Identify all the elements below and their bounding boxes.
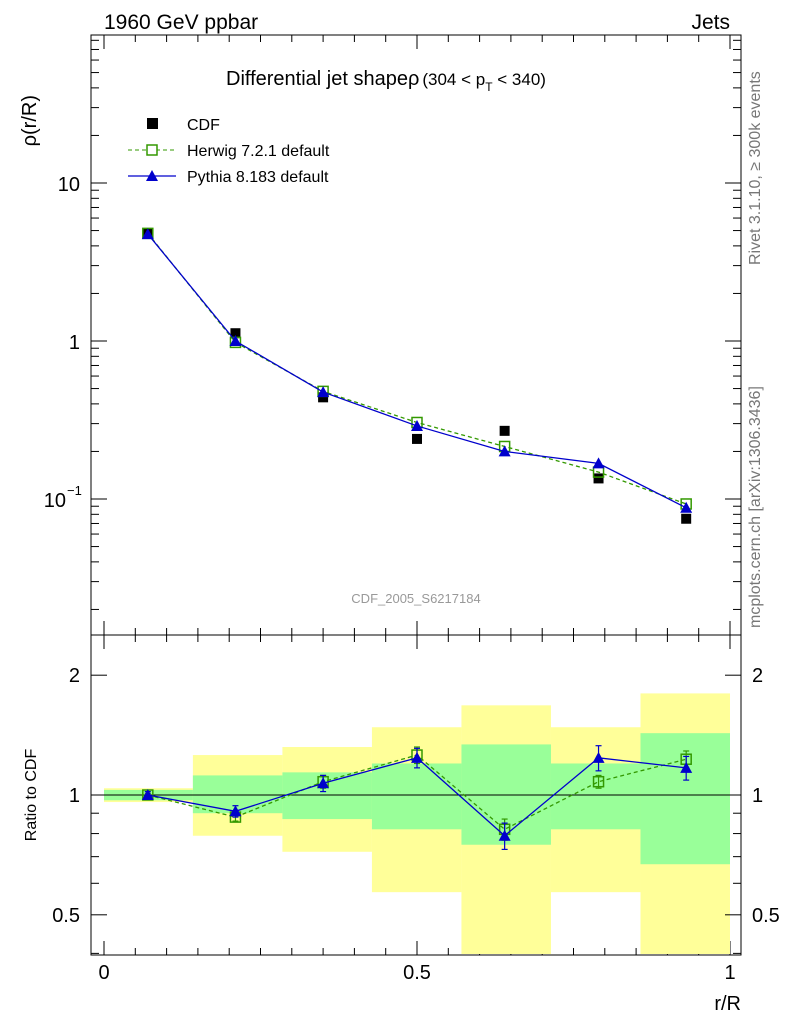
ratio-xtick-label: 1: [724, 962, 735, 984]
ratio-band-inner: [550, 763, 641, 830]
main-point-cdf: [593, 473, 604, 484]
ratio-point-pythia: [498, 829, 511, 841]
analysis-watermark: CDF_2005_S6217184: [351, 591, 480, 606]
main-point-pythia: [680, 501, 693, 513]
main-point-pythia: [498, 445, 511, 457]
ratio-band-inner: [192, 775, 283, 814]
ytick-10: 10: [58, 174, 80, 196]
main-point-cdf: [681, 513, 692, 524]
legend-marker-cdf: [147, 118, 158, 129]
main-point-pythia: [592, 457, 605, 469]
legend-label-cdf: CDF: [187, 117, 220, 134]
main-point-pythia: [229, 335, 242, 346]
header-left: 1960 GeV ppbar: [104, 11, 258, 34]
main-ylabel: ρ(r/R): [19, 95, 41, 146]
ratio-ylabel: Ratio to CDF: [23, 749, 40, 842]
ratio-point-pythia: [592, 751, 605, 763]
ytick-0-1-base: 10: [44, 490, 66, 512]
ratio-band-inner: [371, 763, 462, 830]
main-point-pythia: [141, 228, 154, 240]
legend-marker-pythia: [146, 170, 158, 181]
ratio-band-inner: [282, 772, 372, 820]
main-point-cdf: [499, 425, 510, 436]
legend-label-herwig: Herwig 7.2.1 default: [187, 143, 330, 160]
mcplots-label: mcplots.cern.ch [arXiv:1306.3436]: [747, 386, 764, 628]
main-point-pythia: [411, 419, 423, 431]
ratio-xtick-label: 0: [98, 962, 109, 984]
main-point-cdf: [412, 433, 422, 444]
ratio-point-herwig: [592, 775, 605, 788]
ytick-1: 1: [69, 332, 80, 354]
header-right: Jets: [691, 11, 730, 34]
main-series-line-2: [147, 233, 687, 509]
ratio-ytick-label-left: 2: [69, 665, 80, 687]
legend-label-pythia: Pythia 8.183 default: [187, 169, 329, 186]
main-point-cdf: [230, 328, 241, 339]
ratio-point-pythia: [317, 777, 330, 789]
ratio-ytick-label-left: 1: [69, 785, 80, 807]
ratio-band-inner: [640, 733, 730, 865]
ratio-ytick-label-right: 2: [752, 665, 763, 687]
ratio-point-pythia: [680, 761, 693, 773]
main-point-pythia: [317, 386, 330, 398]
ratio-ytick-label-right: 0.5: [752, 905, 780, 927]
ratio-ytick-label-left: 0.5: [52, 905, 80, 927]
main-point-cdf: [318, 392, 329, 403]
legend-marker-herwig: [146, 144, 158, 156]
ratio-xtick-label: 0.5: [403, 962, 431, 984]
ratio-ytick-label-right: 1: [752, 785, 763, 807]
main-series-line-1: [147, 232, 687, 505]
ratio-point-pythia: [411, 751, 423, 763]
ratio-xlabel: r/R: [714, 993, 741, 1015]
ytick-0-1-exp: −1: [67, 483, 82, 498]
main-title: Differential jet shapeρ (304 < pT < 340): [226, 68, 546, 94]
rivet-label: Rivet 3.1.10, ≥ 300k events: [747, 71, 764, 265]
ratio-point-pythia: [229, 805, 242, 817]
ratio-point-pythia: [141, 789, 154, 800]
